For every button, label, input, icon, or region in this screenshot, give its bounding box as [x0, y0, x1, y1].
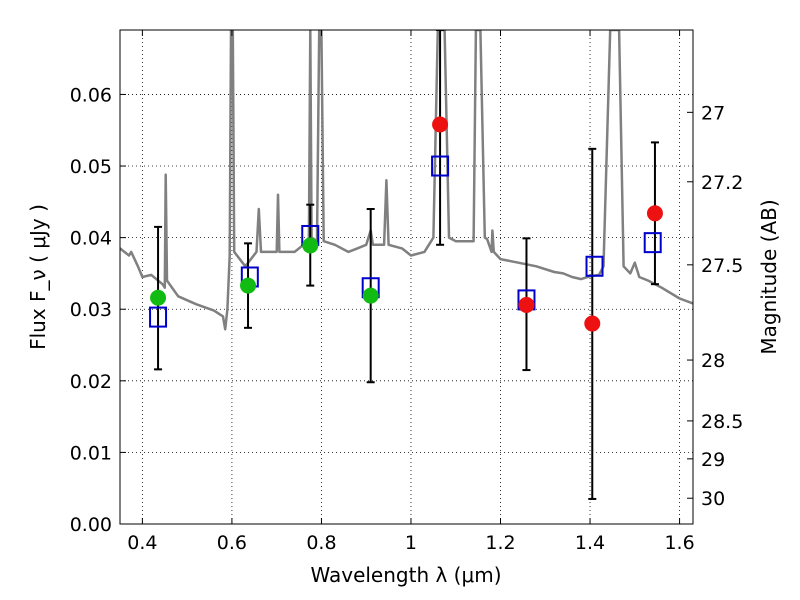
- x-tick-label: 1.6: [664, 532, 694, 554]
- plot-area: [120, 30, 693, 524]
- x-axis-label: Wavelength λ (μm): [310, 563, 501, 587]
- y-tick-label: 0.05: [70, 156, 112, 178]
- x-tick-label: 0.8: [306, 532, 336, 554]
- y-tick-label: 0.04: [70, 228, 112, 250]
- magnitude-tick-label: 28.5: [701, 411, 743, 433]
- y-tick-label: 0.00: [70, 514, 112, 536]
- y-tick-label: 0.01: [70, 442, 112, 464]
- x-tick-label: 0.6: [217, 532, 247, 554]
- magnitude-tick-label: 30: [701, 488, 725, 510]
- open-square-marker: [431, 155, 450, 177]
- filled-circle-marker: [302, 237, 319, 254]
- filled-circle-marker: [362, 287, 379, 304]
- y-axis-ticks: 0.00 0.01 0.02 0.03 0.04 0.05 0.06: [70, 84, 126, 536]
- filled-circle-marker: [584, 315, 601, 332]
- x-tick-label: 0.4: [127, 532, 157, 554]
- magnitude-axis-label: Magnitude (AB): [757, 199, 781, 354]
- filled-circle-marker: [432, 116, 449, 133]
- open-square-marker: [643, 232, 662, 254]
- filled-circle-marker: [240, 277, 257, 294]
- plot-frame: [119, 29, 694, 525]
- y-tick-label: 0.02: [70, 371, 112, 393]
- magnitude-axis-ticks: 27 27.2 27.5 28 28.5 29 30: [687, 102, 743, 510]
- filled-circle-marker: [150, 289, 167, 306]
- magnitude-tick-label: 28: [701, 350, 725, 372]
- magnitude-tick-label: 29: [701, 449, 725, 471]
- filled-circle-marker: [646, 205, 663, 222]
- magnitude-tick-label: 27: [701, 102, 725, 124]
- magnitude-tick-label: 27.5: [701, 255, 743, 277]
- x-tick-label: 1: [405, 532, 417, 554]
- x-axis-ticks: 0.4 0.6 0.8 1 1.2 1.4 1.6: [127, 30, 695, 554]
- open-square-marker: [149, 306, 168, 328]
- y-tick-label: 0.03: [70, 299, 112, 321]
- open-square-marker: [585, 255, 604, 277]
- circle-marker-layer: [150, 116, 663, 332]
- magnitude-tick-label: 27.2: [701, 172, 743, 194]
- y-tick-label: 0.06: [70, 84, 112, 106]
- plot-content: [120, 30, 693, 500]
- filled-circle-marker: [518, 296, 535, 313]
- y-axis-label: Flux F_ν ( μJy ): [26, 204, 50, 350]
- x-tick-label: 1.4: [575, 532, 605, 554]
- x-tick-label: 1.2: [485, 532, 515, 554]
